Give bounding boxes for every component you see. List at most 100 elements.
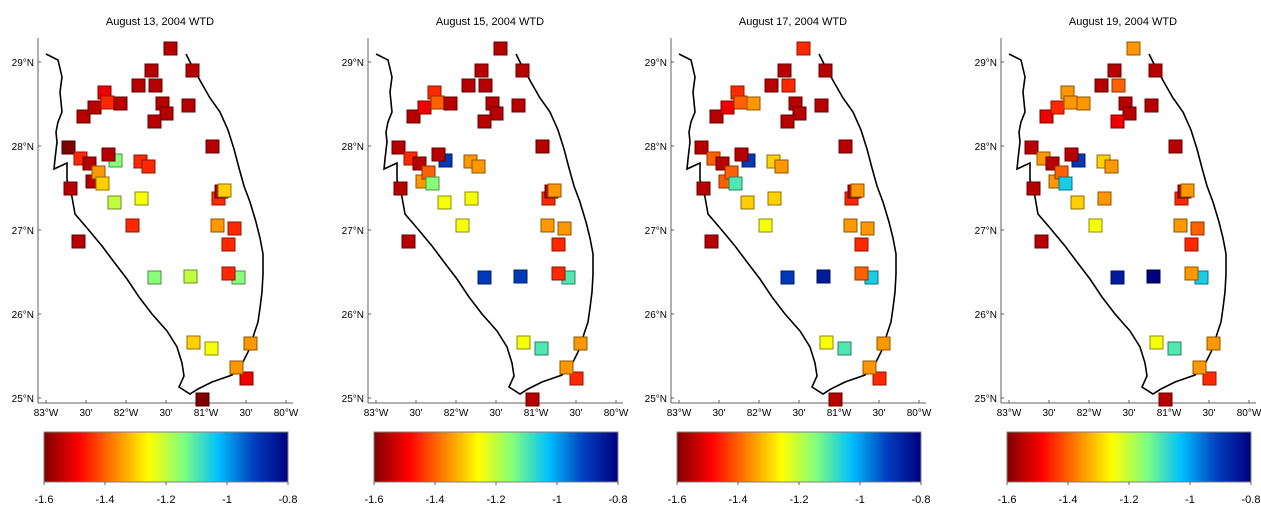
- station-marker: [792, 106, 807, 121]
- station-marker: [131, 78, 146, 93]
- lat-tick-label: 29°N: [645, 58, 667, 69]
- station-marker: [148, 78, 163, 93]
- station-marker: [141, 159, 156, 174]
- colorbar-tick-label: -1: [1185, 494, 1195, 506]
- station-marker: [76, 109, 91, 124]
- station-marker: [1070, 195, 1085, 210]
- lat-tick-label: 29°N: [342, 58, 364, 69]
- colorbar-tick-label: -1.2: [157, 494, 176, 506]
- station-marker: [1050, 100, 1065, 115]
- station-marker: [733, 95, 748, 110]
- station-marker: [1122, 106, 1137, 121]
- lon-tick-label: 30': [792, 408, 805, 419]
- station-marker: [777, 63, 792, 78]
- lat-tick-label: 27°N: [975, 226, 997, 237]
- panel-title: August 17, 2004 WTD: [739, 16, 847, 28]
- station-marker: [551, 237, 566, 252]
- station-marker: [210, 218, 225, 233]
- colorbar-tick-label: -0.8: [609, 494, 628, 506]
- station-marker: [61, 140, 76, 155]
- station-marker: [850, 183, 865, 198]
- station-marker: [417, 100, 432, 115]
- station-marker: [406, 109, 421, 124]
- lat-tick-label: 26°N: [342, 310, 364, 321]
- station-marker: [443, 96, 458, 111]
- lon-tick-label: 81°W: [827, 408, 852, 419]
- coastline: [1008, 53, 1227, 395]
- coastline: [375, 53, 594, 395]
- lon-tick-label: 80°W: [907, 408, 932, 419]
- station-marker: [1024, 140, 1039, 155]
- station-marker: [393, 181, 408, 196]
- colorbar-tick-label: -0.8: [279, 494, 298, 506]
- station-marker: [709, 109, 724, 124]
- station-marker: [221, 237, 236, 252]
- station-marker: [63, 181, 78, 196]
- station-marker: [204, 341, 219, 356]
- lat-tick-label: 28°N: [645, 142, 667, 153]
- station-marker: [227, 221, 242, 236]
- station-marker: [838, 139, 853, 154]
- lon-tick-label: 30': [1042, 408, 1055, 419]
- lon-tick-label: 30': [872, 408, 885, 419]
- lat-tick-label: 25°N: [975, 394, 997, 405]
- lon-tick-label: 30': [79, 408, 92, 419]
- colorbar-tick-label: -0.8: [1242, 494, 1261, 506]
- station-marker: [1111, 78, 1126, 93]
- map-panel: August 15, 2004 WTD29°N28°N27°N26°N25°N8…: [342, 16, 629, 506]
- station-marker: [159, 106, 174, 121]
- station-marker: [1158, 392, 1173, 407]
- colorbar-tick-label: -1.6: [35, 494, 54, 506]
- lon-tick-label: 80°W: [274, 408, 299, 419]
- lat-tick-label: 28°N: [342, 142, 364, 153]
- station-marker: [1148, 63, 1163, 78]
- station-marker: [569, 371, 584, 386]
- station-marker: [1026, 181, 1041, 196]
- station-marker: [144, 63, 159, 78]
- station-marker: [746, 96, 761, 111]
- station-marker: [876, 336, 891, 351]
- lat-tick-label: 27°N: [342, 226, 364, 237]
- station-marker: [95, 176, 110, 191]
- colorbar-tick-label: -1.4: [426, 494, 445, 506]
- colorbar-tick-label: -1: [222, 494, 232, 506]
- station-marker: [1146, 269, 1161, 284]
- station-marker: [694, 140, 709, 155]
- lat-tick-label: 27°N: [12, 226, 34, 237]
- station-marker: [437, 195, 452, 210]
- station-marker: [134, 191, 149, 206]
- lat-tick-label: 26°N: [12, 310, 34, 321]
- station-marker: [1190, 221, 1205, 236]
- station-marker: [819, 335, 834, 350]
- station-marker: [425, 176, 440, 191]
- station-marker: [195, 392, 210, 407]
- station-marker: [818, 63, 833, 78]
- station-marker: [1149, 335, 1164, 350]
- station-marker: [551, 266, 566, 281]
- coastline: [678, 53, 897, 395]
- station-marker: [767, 191, 782, 206]
- coastline: [45, 53, 264, 395]
- station-marker: [758, 218, 773, 233]
- station-marker: [205, 139, 220, 154]
- station-marker: [513, 269, 528, 284]
- lon-tick-label: 30': [409, 408, 422, 419]
- station-marker: [1107, 63, 1122, 78]
- lon-tick-label: 81°W: [194, 408, 219, 419]
- station-marker: [704, 234, 719, 249]
- lat-tick-label: 26°N: [645, 310, 667, 321]
- station-marker: [774, 159, 789, 174]
- station-marker: [816, 269, 831, 284]
- station-marker: [559, 360, 574, 375]
- lat-tick-label: 25°N: [645, 394, 667, 405]
- station-marker: [764, 78, 779, 93]
- station-marker: [477, 114, 492, 129]
- station-marker: [239, 371, 254, 386]
- station-marker: [87, 100, 102, 115]
- station-marker: [147, 114, 162, 129]
- lat-tick-label: 25°N: [12, 394, 34, 405]
- lon-tick-label: 30': [489, 408, 502, 419]
- station-marker: [1184, 266, 1199, 281]
- station-marker: [181, 98, 196, 113]
- station-marker: [1173, 218, 1188, 233]
